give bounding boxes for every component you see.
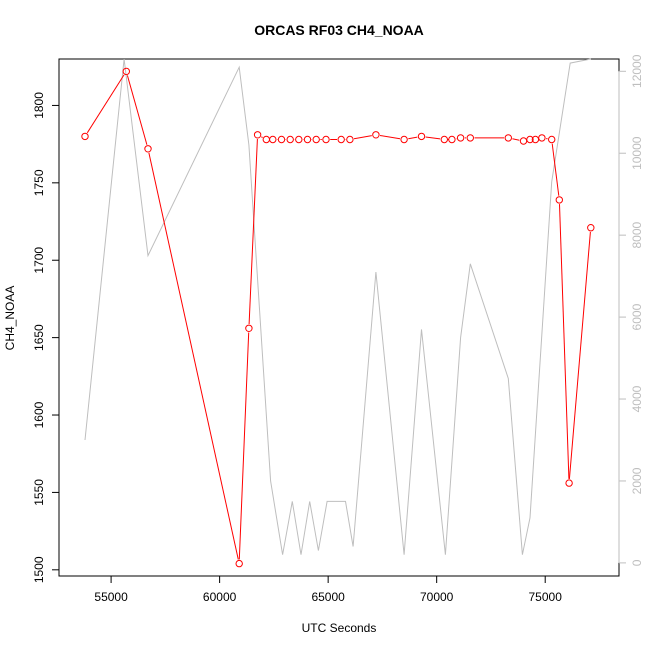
x-tick-label: 65000	[311, 590, 345, 604]
x-tick-label: 70000	[420, 590, 454, 604]
y-tick-label: 1650	[32, 324, 46, 351]
series-line-segment	[408, 136, 418, 140]
data-point	[144, 145, 152, 153]
y2-tick-label: 4000	[630, 385, 644, 412]
data-point	[526, 135, 534, 144]
data-point	[372, 131, 380, 139]
x-axis: 55000 60000 65000 70000 75000	[94, 575, 563, 604]
data-point	[587, 224, 595, 232]
data-point	[456, 134, 465, 142]
series-line-segment	[512, 138, 520, 141]
data-point	[322, 135, 330, 144]
secondary-series-line	[84, 58, 591, 555]
data-point	[245, 324, 253, 332]
data-point	[253, 131, 262, 139]
data-point	[262, 135, 270, 144]
chart-title: ORCAS RF03 CH4_NOAA	[254, 22, 424, 38]
data-point	[400, 135, 408, 144]
y-tick-label: 1550	[32, 479, 46, 506]
series-line-segment	[353, 135, 372, 140]
x-axis-label: UTC Seconds	[302, 621, 377, 635]
data-point	[122, 67, 131, 76]
data-point	[538, 134, 546, 142]
series-line-segment	[126, 75, 148, 145]
y2-tick-label: 10000	[630, 136, 644, 170]
data-point	[346, 135, 354, 144]
series-line-segment	[379, 135, 401, 140]
series-line-segment	[248, 138, 258, 325]
series-line-segment	[559, 204, 570, 479]
series-line-segment	[238, 332, 250, 560]
x-tick-label: 75000	[529, 590, 563, 604]
data-point	[504, 134, 512, 142]
data-point	[337, 135, 345, 144]
data-point	[448, 135, 456, 144]
y2-axis: 0 2000 4000 6000 8000 10000 12000	[618, 54, 644, 566]
y-tick-label: 1500	[32, 556, 46, 583]
y-tick-label: 1800	[32, 92, 46, 119]
series-line-segment	[425, 136, 441, 140]
data-point	[312, 135, 320, 144]
data-point	[440, 135, 448, 144]
data-point	[286, 135, 294, 144]
y2-tick-label: 12000	[630, 54, 644, 88]
y-tick-label: 1750	[32, 169, 46, 196]
data-point	[277, 135, 286, 144]
x-tick-label: 55000	[94, 590, 128, 604]
series-line-segment	[551, 143, 560, 196]
y-tick-label: 1600	[32, 401, 46, 428]
y2-tick-label: 8000	[630, 221, 644, 248]
y-tick-label: 1700	[32, 247, 46, 274]
series-line-segment	[148, 152, 239, 560]
y-axis-label: CH4_NOAA	[3, 286, 17, 351]
data-point	[295, 135, 303, 144]
data-point	[565, 479, 573, 487]
data-point	[548, 135, 556, 144]
data-point	[269, 135, 277, 144]
data-point	[81, 132, 89, 141]
data-point	[466, 134, 474, 142]
data-point	[519, 137, 528, 145]
data-point	[235, 559, 243, 568]
data-point	[555, 196, 563, 204]
data-point	[417, 132, 426, 141]
y2-tick-label: 0	[630, 559, 644, 566]
plot-area	[81, 58, 595, 568]
y-axis: 1500 1550 1600 1650 1700 1750 1800	[32, 92, 60, 583]
y2-tick-label: 2000	[630, 467, 644, 494]
y2-tick-label: 6000	[630, 303, 644, 330]
x-tick-label: 60000	[203, 590, 237, 604]
series-line-segment	[86, 74, 125, 134]
series-line-segment	[261, 136, 263, 138]
series-line-segment	[568, 231, 591, 479]
data-point	[303, 135, 312, 144]
